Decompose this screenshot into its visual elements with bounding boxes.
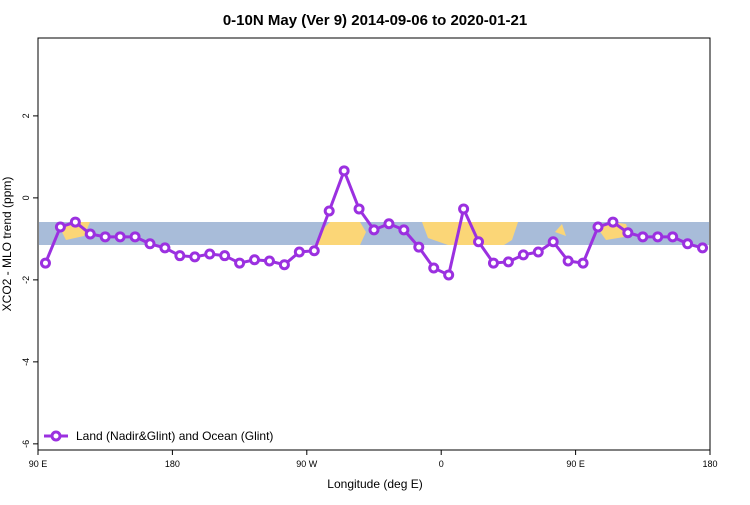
data-point xyxy=(278,259,290,271)
data-point xyxy=(637,231,649,243)
legend-label: Land (Nadir&Glint) and Ocean (Glint) xyxy=(76,429,273,443)
data-point xyxy=(84,228,96,240)
x-tick-label: 90 W xyxy=(296,459,318,469)
land-america xyxy=(318,222,366,245)
data-point xyxy=(532,246,544,258)
data-point xyxy=(249,254,261,266)
data-point xyxy=(473,236,485,248)
data-point xyxy=(547,236,559,248)
data-point xyxy=(69,216,81,228)
data-point xyxy=(174,250,186,262)
x-tick-label: 180 xyxy=(165,459,180,469)
chart-title: 0-10N May (Ver 9) 2014-09-06 to 2020-01-… xyxy=(223,12,527,29)
data-point xyxy=(368,224,380,236)
data-point xyxy=(99,231,111,243)
data-point xyxy=(517,249,529,261)
plot-frame xyxy=(37,37,711,451)
data-point xyxy=(323,205,335,217)
y-tick-label: -2 xyxy=(21,276,31,284)
data-point xyxy=(413,241,425,253)
data-point xyxy=(39,257,51,269)
data-point xyxy=(308,245,320,257)
data-point xyxy=(144,238,156,250)
data-point xyxy=(353,203,365,215)
data-point xyxy=(219,250,231,262)
data-point xyxy=(458,203,470,215)
data-point xyxy=(398,224,410,236)
x-tick-label: 180 xyxy=(702,459,717,469)
y-tick-label: -4 xyxy=(21,358,31,366)
data-point xyxy=(667,231,679,243)
data-point xyxy=(263,255,275,267)
data-point xyxy=(129,231,141,243)
data-point xyxy=(577,257,589,269)
data-point xyxy=(54,221,66,233)
land-island xyxy=(555,224,566,236)
data-point xyxy=(592,221,604,233)
data-point xyxy=(697,242,709,254)
data-point xyxy=(234,257,246,269)
data-point xyxy=(159,242,171,254)
data-point xyxy=(502,256,514,268)
data-point xyxy=(428,262,440,274)
data-point xyxy=(607,216,619,228)
legend-marker xyxy=(50,430,62,442)
y-tick-label: -6 xyxy=(21,440,31,448)
x-tick-label: 0 xyxy=(439,459,444,469)
x-tick-label: 90 E xyxy=(29,459,48,469)
data-point xyxy=(443,269,455,281)
data-point xyxy=(383,218,395,230)
data-point xyxy=(293,246,305,258)
y-axis-label: XCO2 - MLO trend (ppm) xyxy=(0,177,14,312)
data-point xyxy=(114,231,126,243)
data-point xyxy=(338,165,350,177)
y-tick-label: 0 xyxy=(21,195,31,200)
data-point xyxy=(204,248,216,260)
data-point xyxy=(487,257,499,269)
data-point xyxy=(622,227,634,239)
x-axis-label: Longitude (deg E) xyxy=(327,477,422,491)
data-point xyxy=(189,251,201,263)
data-point xyxy=(562,255,574,267)
data-point xyxy=(682,238,694,250)
data-point xyxy=(652,231,664,243)
y-tick-label: 2 xyxy=(21,113,31,118)
x-tick-label: 90 E xyxy=(566,459,585,469)
land-africa xyxy=(422,222,518,245)
